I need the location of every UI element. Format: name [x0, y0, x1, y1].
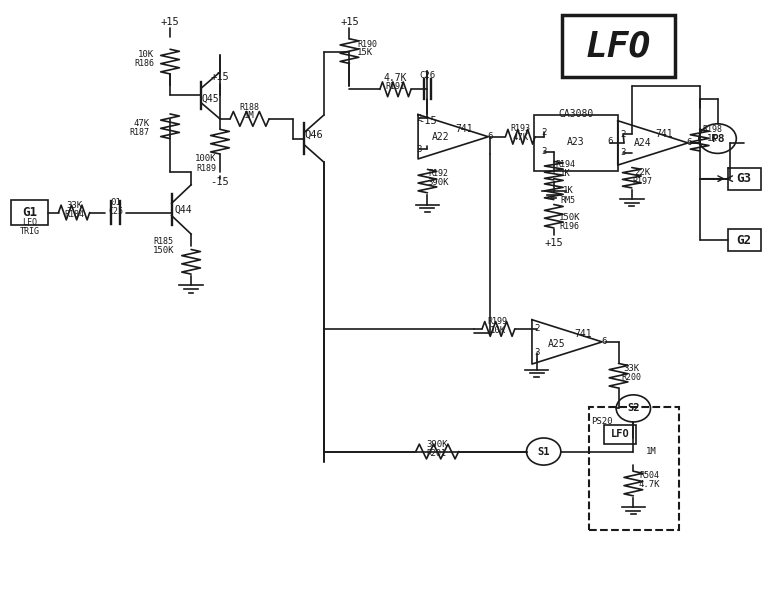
Text: -15: -15: [418, 116, 437, 126]
Text: Q46: Q46: [304, 129, 323, 139]
Text: 47K: 47K: [133, 119, 150, 128]
Text: R198: R198: [702, 125, 722, 134]
Text: 6: 6: [687, 139, 692, 147]
Text: R200: R200: [622, 373, 642, 382]
Text: 100K: 100K: [195, 155, 217, 163]
Text: R197: R197: [632, 177, 652, 186]
Text: R199: R199: [488, 317, 508, 326]
Text: A24: A24: [634, 138, 651, 148]
Text: 2: 2: [534, 325, 539, 333]
Text: 01: 01: [110, 198, 121, 206]
Bar: [728, 229, 760, 251]
Text: C25: C25: [108, 207, 123, 216]
Text: R201: R201: [427, 450, 447, 458]
Text: 2: 2: [542, 128, 547, 137]
Text: RM5: RM5: [560, 196, 576, 205]
Bar: [728, 168, 760, 190]
Text: R190: R190: [357, 40, 378, 49]
Text: R184: R184: [64, 210, 84, 219]
Text: PS20: PS20: [591, 418, 613, 426]
Text: -15: -15: [211, 177, 229, 187]
Text: 4.7K: 4.7K: [638, 480, 660, 489]
Text: R194: R194: [555, 160, 576, 169]
Text: 6: 6: [488, 132, 492, 141]
Text: P8: P8: [711, 134, 725, 144]
Text: R192: R192: [428, 169, 448, 178]
Text: Q44: Q44: [175, 205, 192, 214]
Text: R504: R504: [639, 471, 659, 480]
Text: +15: +15: [211, 72, 229, 82]
Text: 2: 2: [417, 114, 421, 123]
Text: 47K: 47K: [512, 133, 528, 142]
Text: R196: R196: [559, 222, 580, 231]
Text: TRIG: TRIG: [20, 227, 40, 235]
Text: 1K: 1K: [560, 169, 571, 178]
Text: 3: 3: [417, 145, 421, 153]
Text: 22K: 22K: [634, 168, 650, 177]
Text: CA3080: CA3080: [558, 109, 594, 119]
Text: +15: +15: [544, 238, 563, 248]
Bar: [11, 200, 48, 225]
Text: LFO: LFO: [611, 429, 629, 439]
Text: 1M: 1M: [646, 447, 657, 456]
Text: 33K: 33K: [624, 364, 640, 373]
Text: R185: R185: [154, 237, 174, 246]
Text: G1: G1: [22, 206, 37, 219]
Text: LFO: LFO: [586, 29, 651, 63]
Text: 741: 741: [656, 129, 673, 139]
Text: 741: 741: [456, 124, 473, 134]
Text: S2: S2: [627, 403, 640, 413]
Text: 15K: 15K: [357, 49, 374, 57]
Text: LFO: LFO: [22, 219, 37, 227]
Text: A25: A25: [548, 339, 565, 349]
Bar: [604, 425, 636, 444]
Text: R188: R188: [239, 103, 260, 112]
Text: C26: C26: [420, 71, 435, 79]
Text: A22: A22: [432, 132, 449, 142]
Text: 1K: 1K: [562, 187, 573, 195]
Text: G3: G3: [736, 172, 752, 185]
Text: R187: R187: [129, 128, 150, 137]
Text: 1K: 1K: [707, 134, 718, 143]
Bar: [562, 15, 675, 77]
Bar: [589, 407, 679, 530]
Text: 10K: 10K: [490, 326, 505, 335]
Text: R191: R191: [385, 83, 406, 91]
Text: A23: A23: [567, 137, 584, 147]
Text: 390K: 390K: [427, 179, 449, 187]
Text: 1M: 1M: [244, 111, 255, 120]
Text: 3: 3: [534, 349, 539, 357]
Text: R189: R189: [196, 164, 216, 172]
Text: +15: +15: [161, 17, 179, 26]
Text: 2: 2: [621, 130, 626, 139]
Bar: [534, 115, 618, 171]
Text: 4.7K: 4.7K: [384, 73, 407, 83]
Text: 3: 3: [621, 148, 626, 157]
Text: 10K: 10K: [138, 50, 154, 59]
Text: 150K: 150K: [558, 213, 580, 222]
Text: R186: R186: [134, 59, 154, 68]
Text: 3: 3: [542, 147, 547, 156]
Text: 150K: 150K: [153, 246, 175, 254]
Text: 6: 6: [602, 338, 607, 346]
Text: R193: R193: [510, 124, 530, 132]
Text: G2: G2: [736, 233, 752, 247]
Text: 390K: 390K: [426, 440, 448, 448]
Text: Q45: Q45: [202, 94, 219, 103]
Text: S1: S1: [537, 447, 550, 456]
Text: 6: 6: [608, 137, 612, 146]
Text: +15: +15: [340, 17, 359, 26]
Text: 741: 741: [575, 329, 592, 339]
Text: 33K: 33K: [66, 201, 82, 209]
